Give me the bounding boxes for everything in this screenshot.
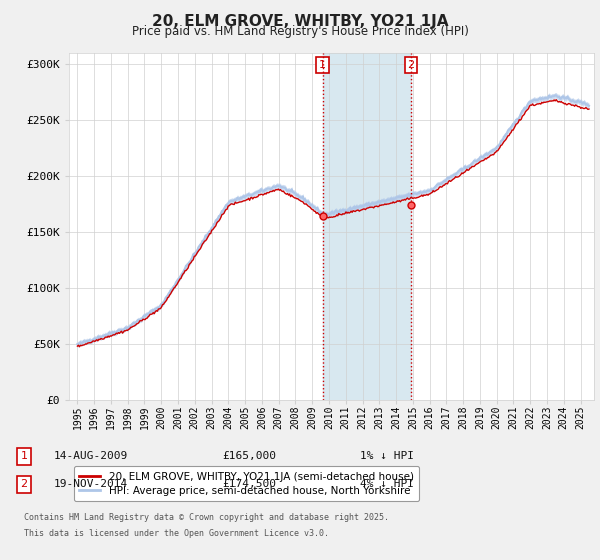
Text: 4% ↓ HPI: 4% ↓ HPI (360, 479, 414, 489)
Text: This data is licensed under the Open Government Licence v3.0.: This data is licensed under the Open Gov… (24, 529, 329, 538)
Text: Price paid vs. HM Land Registry's House Price Index (HPI): Price paid vs. HM Land Registry's House … (131, 25, 469, 38)
Text: 1: 1 (319, 60, 326, 70)
Legend: 20, ELM GROVE, WHITBY, YO21 1JA (semi-detached house), HPI: Average price, semi-: 20, ELM GROVE, WHITBY, YO21 1JA (semi-de… (74, 466, 419, 501)
Text: 1% ↓ HPI: 1% ↓ HPI (360, 451, 414, 461)
Text: £174,500: £174,500 (222, 479, 276, 489)
Text: 2: 2 (407, 60, 415, 70)
Text: 20, ELM GROVE, WHITBY, YO21 1JA: 20, ELM GROVE, WHITBY, YO21 1JA (152, 14, 448, 29)
Text: 19-NOV-2014: 19-NOV-2014 (54, 479, 128, 489)
Text: 1: 1 (20, 451, 28, 461)
Bar (323, 53, 411, 400)
Text: Contains HM Land Registry data © Crown copyright and database right 2025.: Contains HM Land Registry data © Crown c… (24, 514, 389, 522)
Text: 14-AUG-2009: 14-AUG-2009 (54, 451, 128, 461)
Text: £165,000: £165,000 (222, 451, 276, 461)
Text: 2: 2 (20, 479, 28, 489)
